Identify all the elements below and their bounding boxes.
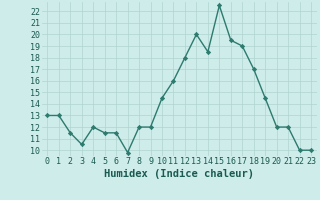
X-axis label: Humidex (Indice chaleur): Humidex (Indice chaleur) [104, 169, 254, 179]
